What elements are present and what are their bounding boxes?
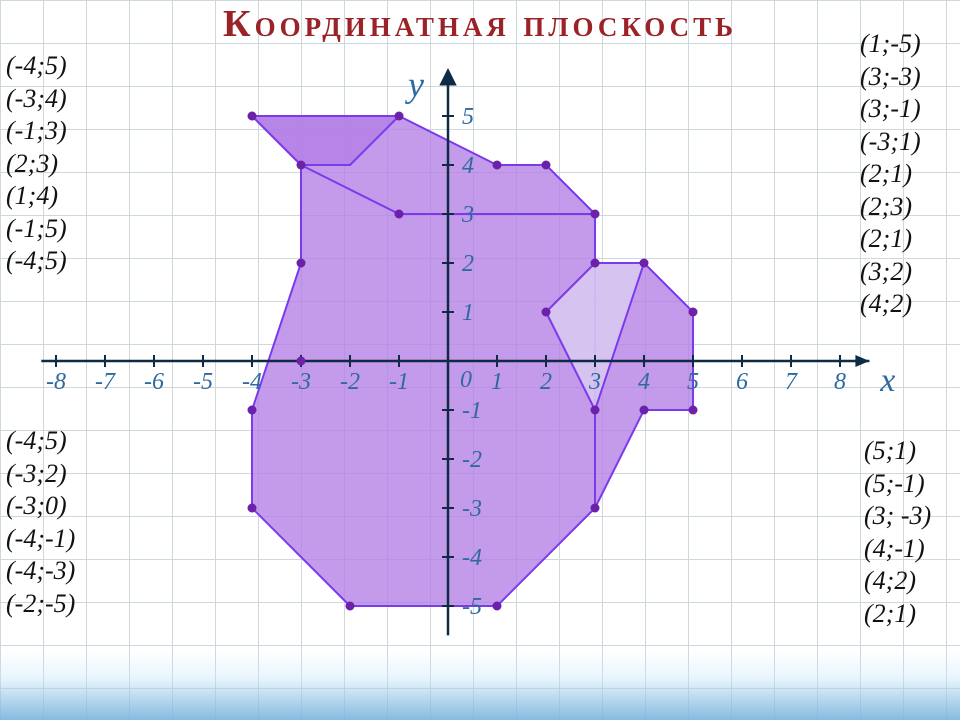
svg-text:3: 3 (461, 202, 474, 228)
svg-text:-3: -3 (291, 369, 311, 395)
svg-text:4: 4 (462, 153, 474, 179)
svg-text:1: 1 (491, 369, 503, 395)
svg-text:2: 2 (540, 369, 552, 395)
svg-text:6: 6 (736, 369, 748, 395)
svg-text:2: 2 (462, 251, 474, 277)
svg-text:5: 5 (462, 104, 474, 130)
svg-text:1: 1 (462, 300, 474, 326)
svg-text:-4: -4 (242, 369, 262, 395)
svg-text:-3: -3 (462, 496, 482, 522)
svg-text:x: x (879, 362, 895, 399)
svg-text:-2: -2 (340, 369, 360, 395)
svg-text:-8: -8 (46, 369, 66, 395)
coordinate-plane: -8-7-6-5-4-3-2-101234567812345-1-2-3-4-5… (0, 0, 960, 720)
svg-text:-4: -4 (462, 545, 482, 571)
svg-text:7: 7 (785, 369, 798, 395)
svg-text:y: y (405, 64, 424, 104)
svg-text:0: 0 (460, 367, 472, 393)
svg-text:-1: -1 (462, 398, 482, 424)
svg-text:-1: -1 (389, 369, 409, 395)
svg-text:-6: -6 (144, 369, 164, 395)
svg-text:8: 8 (834, 369, 846, 395)
svg-text:5: 5 (687, 369, 699, 395)
svg-text:-2: -2 (462, 447, 482, 473)
svg-text:4: 4 (638, 369, 650, 395)
svg-text:3: 3 (588, 369, 601, 395)
svg-text:-5: -5 (462, 594, 482, 620)
svg-text:-7: -7 (95, 369, 116, 395)
svg-text:-5: -5 (193, 369, 213, 395)
